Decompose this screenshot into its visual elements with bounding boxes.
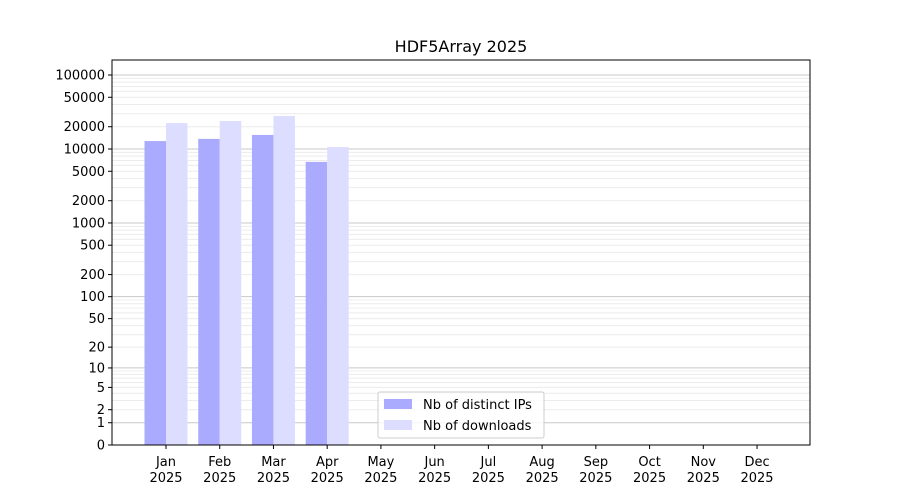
legend-swatch-ips [384, 399, 412, 409]
y-tick-label: 20000 [64, 120, 105, 135]
legend-label-ips: Nb of distinct IPs [423, 398, 532, 413]
x-tick-label: 2025 [364, 471, 397, 486]
x-tick-label: 2025 [633, 471, 666, 486]
bar-distinct-ips [198, 138, 220, 446]
y-axis: 0 12 5 10 20 50 100 200 500 1000 2000 5000 10000 2000… [55, 68, 112, 454]
legend: Nb of distinct IPs Nb of downloads [377, 391, 545, 439]
bar-downloads [219, 120, 242, 446]
y-tick-label: 200 [80, 268, 105, 283]
x-tick-label: Mar [261, 455, 286, 470]
bar-downloads [273, 116, 295, 445]
x-axis: Jan2025Feb2025Mar2025Apr2025May2025Jun20… [149, 445, 774, 486]
bar-downloads [327, 147, 349, 445]
x-tick-label: 2025 [203, 471, 236, 486]
y-tick-label: 1 [97, 416, 105, 431]
y-tick-label: 2000 [72, 194, 105, 209]
x-tick-label: 2025 [418, 471, 451, 486]
y-tick-label: 50000 [64, 91, 105, 106]
x-tick-label: 2025 [687, 471, 720, 486]
y-tick-label: 100 [80, 290, 105, 305]
x-tick-label: 2025 [740, 471, 773, 486]
legend-label-downloads: Nb of downloads [423, 419, 532, 434]
y-tick-label: 50 [88, 312, 105, 327]
x-tick-label: Aug [529, 455, 554, 470]
x-tick-label: Dec [744, 455, 769, 470]
x-tick-label: 2025 [311, 471, 344, 486]
x-tick-label: 2025 [257, 471, 290, 486]
x-tick-label: May [367, 455, 394, 470]
x-tick-label: 2025 [526, 471, 559, 486]
x-tick-label: 2025 [579, 471, 612, 486]
legend-box [377, 391, 545, 439]
bar-distinct-ips [305, 161, 328, 445]
x-tick-label: Jun [423, 455, 444, 470]
chart-title: HDF5Array 2025 [395, 37, 528, 56]
y-tick-label: 2 [97, 403, 105, 418]
axes-frame [111, 59, 811, 446]
y-tick-label: 100000 [55, 68, 105, 83]
y-tick-label: 20 [88, 341, 105, 356]
legend-swatch-downloads [384, 420, 412, 430]
bar-distinct-ips [144, 141, 166, 445]
x-tick-label: Apr [316, 455, 339, 470]
bar-distinct-ips [251, 134, 274, 445]
x-tick-label: Feb [208, 455, 231, 470]
y-tick-label: 500 [80, 239, 105, 254]
x-tick-label: 2025 [472, 471, 505, 486]
x-tick-label: Jul [480, 455, 497, 470]
bar-downloads [166, 123, 188, 446]
x-tick-label: Oct [638, 455, 660, 470]
x-tick-label: Nov [691, 455, 717, 470]
bars [144, 116, 349, 446]
x-tick-label: Jan [155, 455, 176, 470]
y-tick-label: 5 [97, 381, 105, 396]
x-tick-label: 2025 [149, 471, 182, 486]
y-tick-label: 0 [97, 439, 105, 454]
x-tick-label: Sep [584, 455, 609, 470]
y-tick-label: 1000 [72, 216, 105, 231]
y-tick-label: 10 [88, 361, 105, 376]
y-tick-label: 5000 [72, 165, 105, 180]
y-tick-label: 10000 [64, 142, 105, 157]
